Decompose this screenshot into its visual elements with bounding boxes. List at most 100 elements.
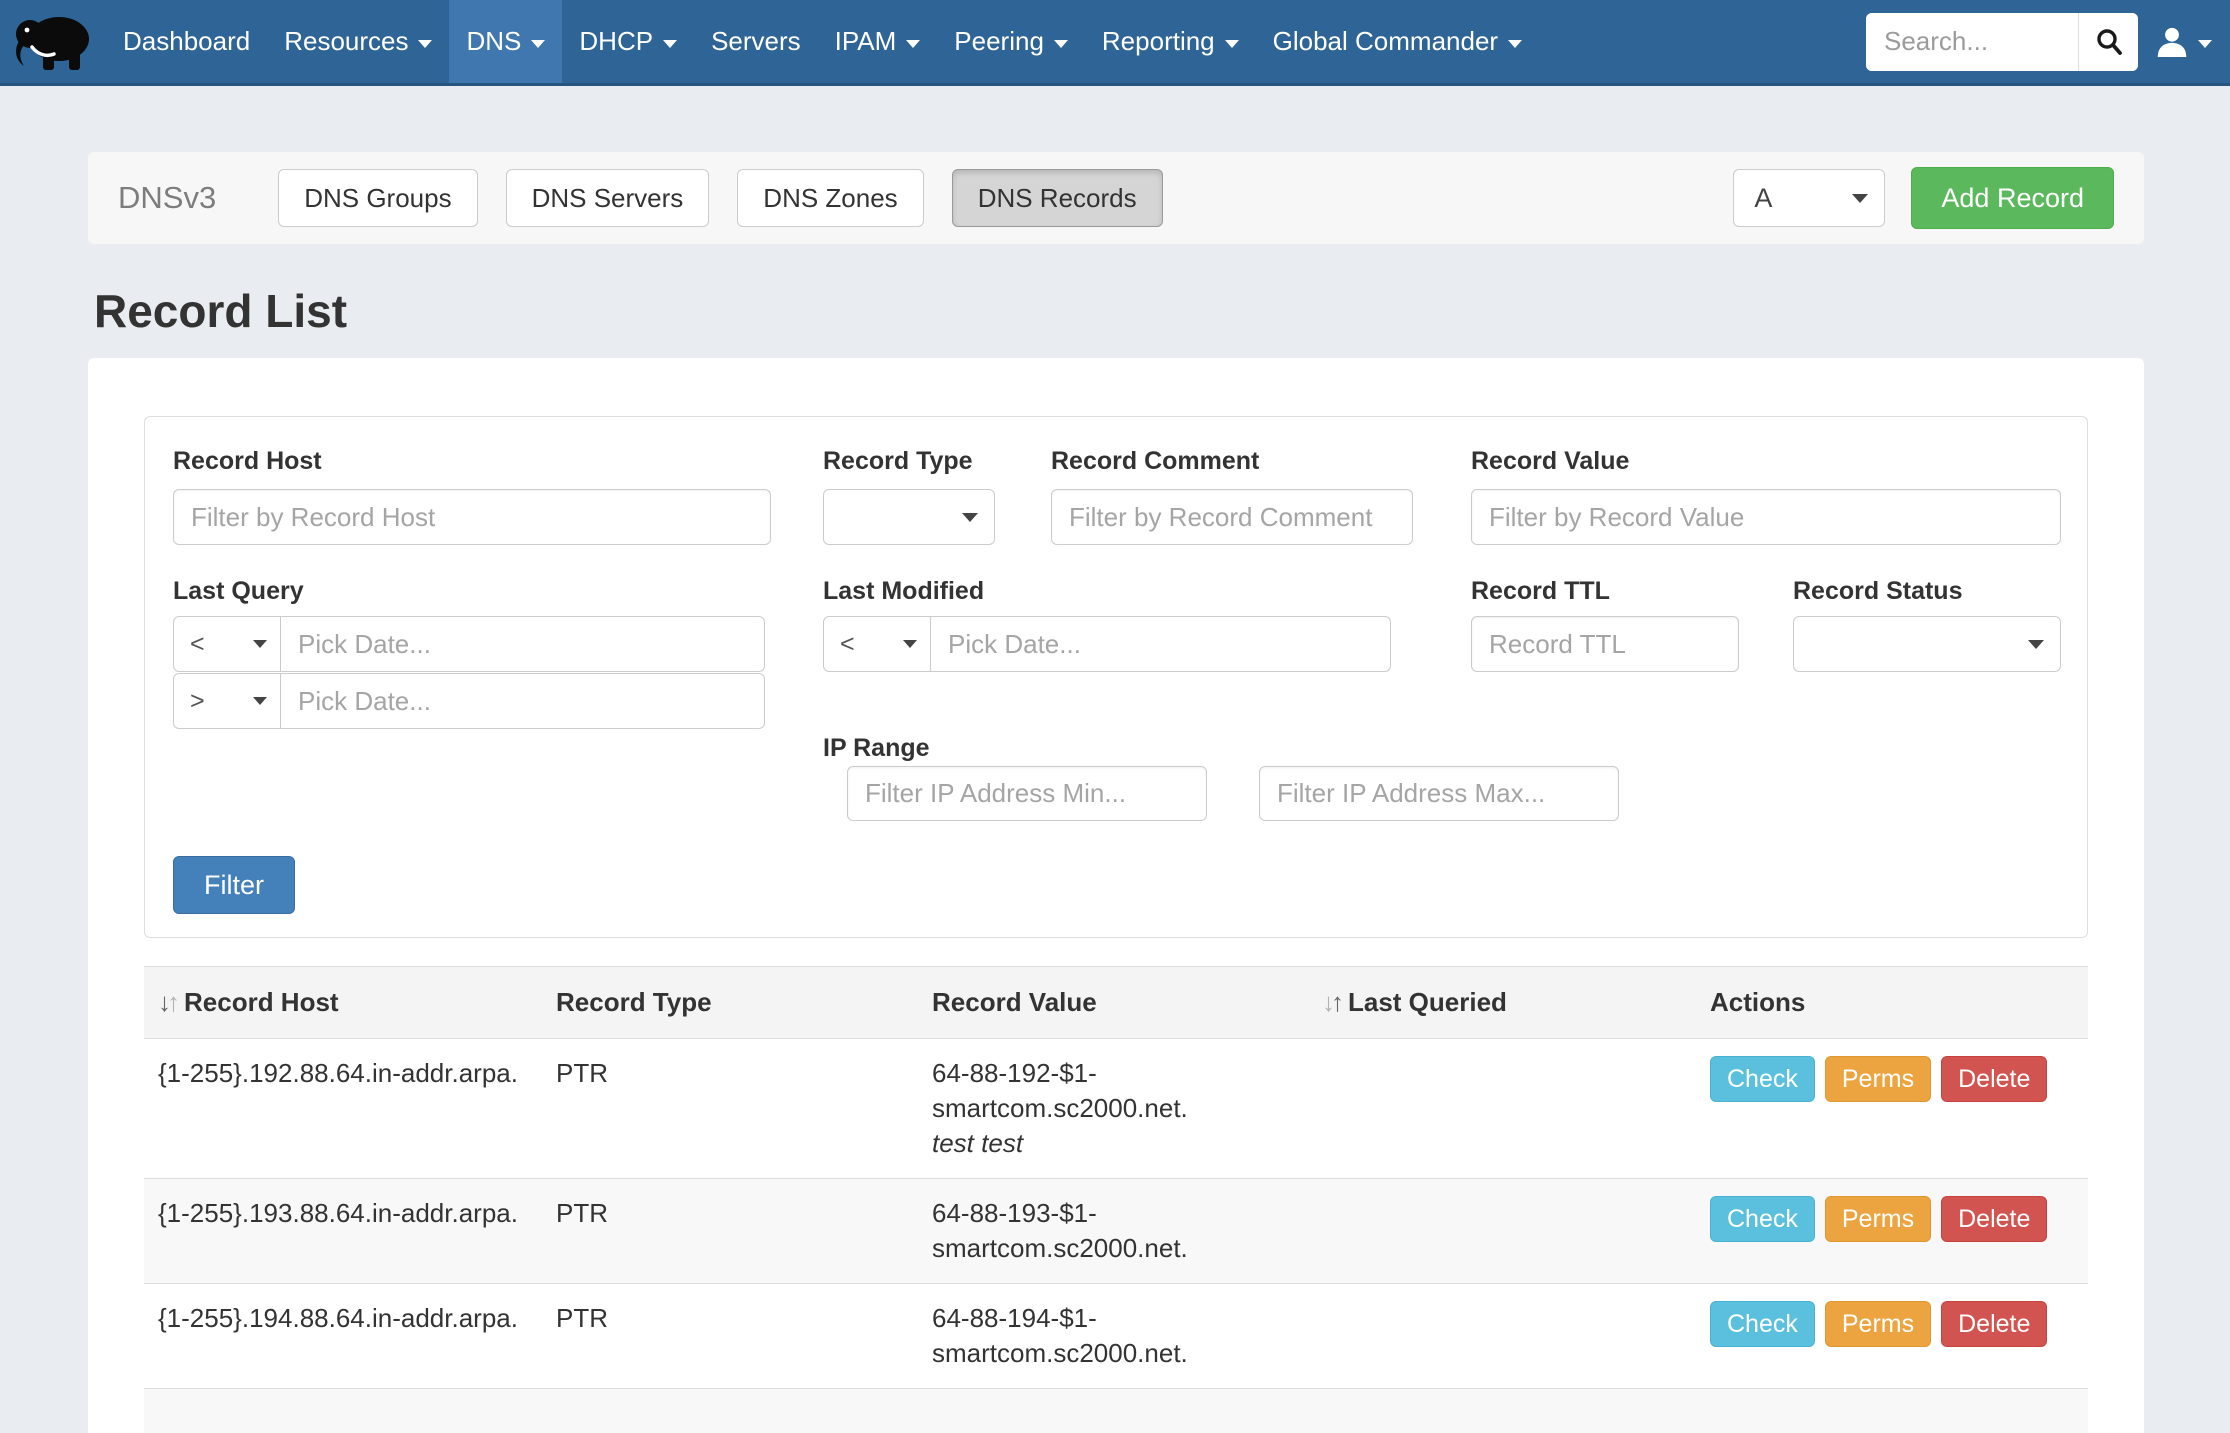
cell-record-type: PTR	[556, 1058, 608, 1088]
delete-button[interactable]: Delete	[1941, 1196, 2048, 1242]
table-header-row: ↓↑ Record Host Record Type Record Value ↓↑ La…	[144, 966, 2088, 1039]
nav-item-dashboard[interactable]: Dashboard	[106, 0, 267, 83]
perms-button[interactable]: Perms	[1824, 1301, 1932, 1347]
last-modified-op-select[interactable]: <	[823, 616, 931, 672]
record-value-input[interactable]	[1471, 489, 2061, 545]
record-type-label: Record Type	[823, 447, 973, 475]
nav-item-servers[interactable]: Servers	[694, 0, 818, 83]
add-record-button[interactable]: Add Record	[1911, 167, 2114, 229]
perms-button[interactable]: Perms	[1824, 1196, 1932, 1242]
last-query-label: Last Query	[173, 577, 304, 605]
chevron-down-icon	[1508, 39, 1523, 48]
chevron-down-icon	[1852, 194, 1869, 203]
chevron-down-icon	[2028, 640, 2044, 649]
nav-item-global-commander[interactable]: Global Commander	[1256, 0, 1539, 83]
search-group	[1866, 12, 2138, 71]
chevron-down-icon	[531, 39, 546, 48]
record-list-panel: Record Host Record Type Record Comment R…	[88, 358, 2144, 1433]
column-header-record-host[interactable]: ↓↑ Record Host	[144, 966, 542, 1039]
nav-item-label: Servers	[711, 26, 801, 56]
last-modified-date-input[interactable]	[931, 616, 1391, 672]
mammoth-logo-icon	[16, 16, 89, 70]
chevron-down-icon	[253, 640, 267, 648]
record-comment-text: test test	[932, 1128, 1024, 1158]
user-icon	[2157, 27, 2187, 57]
table-row: {1-255}.194.88.64.in-addr.arpa. PTR 64-88-…	[144, 1283, 2088, 1389]
nav-item-resources[interactable]: Resources	[267, 0, 449, 83]
nav-item-label: DHCP	[579, 26, 654, 56]
last-query-before-date-input[interactable]	[281, 616, 765, 672]
cell-actions: Check Perms Delete	[1696, 1283, 2088, 1389]
check-button[interactable]: Check	[1710, 1301, 1815, 1347]
nav-item-ipam[interactable]: IPAM	[818, 0, 938, 83]
nav-item-label: Peering	[954, 26, 1044, 56]
column-header-actions: Actions	[1696, 966, 2088, 1039]
record-status-select[interactable]	[1793, 616, 2061, 672]
chevron-down-icon	[2198, 39, 2212, 48]
last-query-after-date-input[interactable]	[281, 673, 765, 729]
record-comment-input[interactable]	[1051, 489, 1413, 545]
cell-last-queried	[1308, 1039, 1696, 1179]
tab-dns-zones[interactable]: DNS Zones	[737, 169, 924, 227]
records-tbody: {1-255}.192.88.64.in-addr.arpa. PTR 64-88-…	[144, 1039, 2088, 1433]
column-header-record-type: Record Type	[542, 966, 918, 1039]
record-value-text: 64-88-193-$1-smartcom.sc2000.net.	[932, 1198, 1188, 1263]
cell-record-value: 64-88-194-$1-smartcom.sc2000.net.	[918, 1283, 1308, 1389]
last-query-before-op-select[interactable]: <	[173, 616, 281, 672]
search-icon	[2096, 28, 2122, 55]
last-modified-label: Last Modified	[823, 577, 985, 605]
cell-record-type: PTR	[542, 1178, 918, 1284]
dns-tabs: DNS Groups DNS Servers DNS Zones DNS Record…	[278, 169, 1190, 227]
search-button[interactable]	[2078, 12, 2138, 71]
chevron-down-icon	[663, 39, 678, 48]
tab-dns-records[interactable]: DNS Records	[951, 169, 1163, 227]
filter-submit-button[interactable]: Filter	[173, 856, 295, 914]
column-header-last-queried[interactable]: ↓↑ Last Queried	[1308, 966, 1696, 1039]
perms-button[interactable]: Perms	[1824, 1056, 1932, 1102]
chevron-down-icon	[962, 513, 978, 522]
record-value-text: 64-88-192-$1-smartcom.sc2000.net.	[932, 1058, 1188, 1123]
nav-item-peering[interactable]: Peering	[937, 0, 1085, 83]
last-query-after-op-select[interactable]: >	[173, 673, 281, 729]
filter-form: Record Host Record Type Record Comment R…	[144, 416, 2088, 938]
record-ttl-label: Record TTL	[1471, 577, 1610, 605]
tab-dns-servers[interactable]: DNS Servers	[505, 169, 710, 227]
chevron-down-icon	[903, 640, 917, 648]
dns-toolbar: DNSv3 DNS Groups DNS Servers DNS Zones DNS …	[88, 152, 2144, 244]
nav-item-reporting[interactable]: Reporting	[1085, 0, 1256, 83]
check-button[interactable]: Check	[1710, 1056, 1815, 1102]
ip-address-min-input[interactable]	[847, 766, 1207, 821]
delete-button[interactable]: Delete	[1941, 1301, 2048, 1347]
record-host-input[interactable]	[173, 489, 771, 545]
record-host-label: Record Host	[173, 447, 322, 475]
last-query-after-group: >	[173, 673, 765, 729]
ip-range-label: IP Range	[823, 734, 930, 762]
nav-item-label: Dashboard	[123, 26, 251, 56]
op-value: <	[840, 629, 855, 658]
cell-actions: Check Perms Delete	[1696, 1039, 2088, 1179]
sort-arrows-icon: ↓↑	[158, 987, 180, 1017]
page-title: Record List	[94, 285, 348, 337]
app-logo[interactable]	[0, 0, 106, 83]
records-table: ↓↑ Record Host Record Type Record Value ↓↑ La…	[144, 966, 2088, 1433]
sort-arrows-icon: ↓↑	[1322, 987, 1344, 1017]
delete-button[interactable]: Delete	[1941, 1056, 2048, 1102]
last-query-before-group: <	[173, 616, 765, 672]
nav-item-label: Global Commander	[1272, 26, 1499, 56]
nav-item-dns[interactable]: DNS	[449, 0, 563, 83]
record-ttl-input[interactable]	[1471, 616, 1739, 672]
record-comment-label: Record Comment	[1051, 447, 1260, 475]
user-menu[interactable]	[2138, 0, 2230, 83]
ip-address-max-input[interactable]	[1259, 766, 1619, 821]
cell-record-host: {1-255}.193.88.64.in-addr.arpa.	[144, 1178, 542, 1284]
record-type-filter-select[interactable]	[823, 489, 995, 545]
tab-dns-groups[interactable]: DNS Groups	[278, 169, 478, 227]
record-value-label: Record Value	[1471, 447, 1630, 475]
check-button[interactable]: Check	[1710, 1196, 1815, 1242]
search-input[interactable]	[1866, 12, 2078, 71]
last-modified-group: <	[823, 616, 1391, 672]
record-type-select[interactable]: A	[1733, 169, 1886, 227]
record-status-label: Record Status	[1793, 577, 1963, 605]
record-value-text: 64-88-194-$1-smartcom.sc2000.net.	[932, 1303, 1188, 1368]
nav-item-dhcp[interactable]: DHCP	[562, 0, 694, 83]
